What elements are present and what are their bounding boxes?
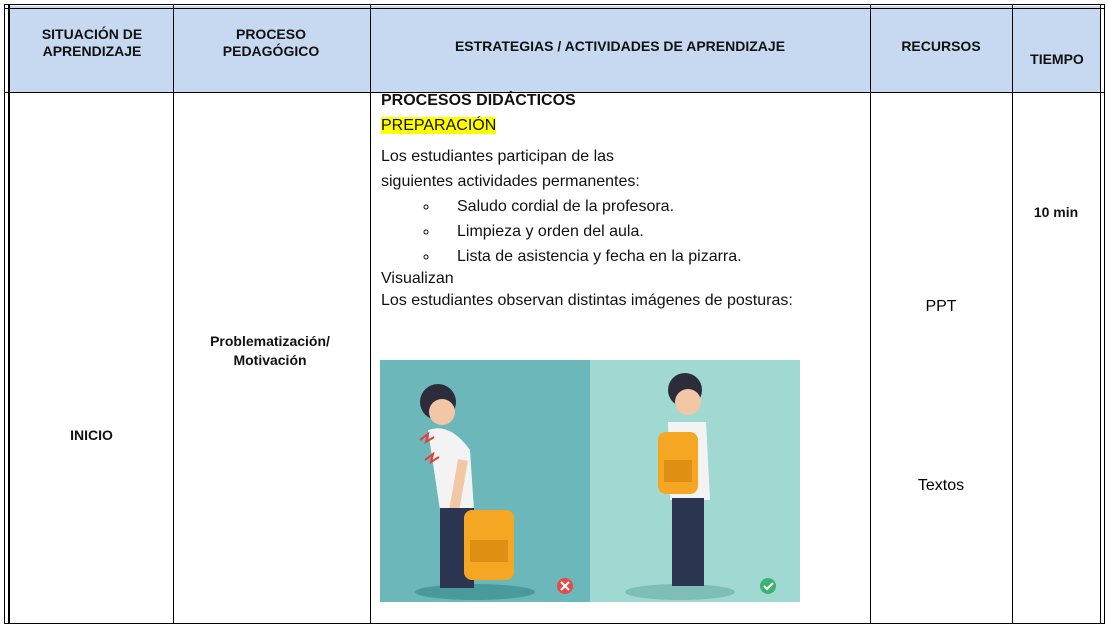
- border: [1100, 5, 1101, 624]
- header-background: [10, 6, 1100, 92]
- border: [1012, 5, 1013, 624]
- header-cell: PROCESO PEDAGÓGICO: [222, 26, 320, 59]
- subtitle: Visualizan: [381, 270, 454, 287]
- border: [4, 5, 5, 624]
- list: Saludo cordial de la profesora. Limpieza…: [381, 194, 801, 269]
- situacion: INICIO: [70, 427, 113, 443]
- border: [1104, 5, 1105, 624]
- list-item: Saludo cordial de la profesora.: [439, 194, 801, 219]
- header-cell: RECURSOS: [901, 38, 981, 54]
- list-item: Limpieza y orden del aula.: [439, 219, 801, 244]
- border: [4, 4, 1105, 5]
- list-item: Lista de asistencia y fecha en la pizarr…: [439, 244, 801, 269]
- border: [4, 92, 1105, 93]
- strategies: PROCESOS DIDÁCTICOS PREPARACIÓN Los estu…: [381, 88, 801, 313]
- recurso: Textos: [917, 477, 965, 494]
- proceso: Problematización/ Motivación: [210, 333, 330, 368]
- intro: Los estudiantes participan de las siguie…: [381, 148, 640, 190]
- border: [370, 5, 371, 624]
- highlight: PREPARACIÓN: [381, 117, 497, 134]
- recurso: PPT: [925, 298, 957, 315]
- header-cell: TIEMPO: [1030, 51, 1084, 67]
- text: Los estudiantes observan distintas imáge…: [381, 292, 793, 309]
- border: [173, 5, 174, 624]
- border: [870, 5, 871, 624]
- header-cell: ESTRATEGIAS / ACTIVIDADES DE APRENDIZAJE: [454, 38, 786, 54]
- border: [4, 8, 1105, 9]
- posture-image: [380, 360, 800, 602]
- strategies-title: PROCESOS DIDÁCTICOS: [381, 92, 576, 109]
- header-cell: SITUACIÓN DE APRENDIZAJE: [41, 26, 143, 59]
- border: [8, 5, 10, 624]
- tiempo: 10 min: [1033, 204, 1079, 220]
